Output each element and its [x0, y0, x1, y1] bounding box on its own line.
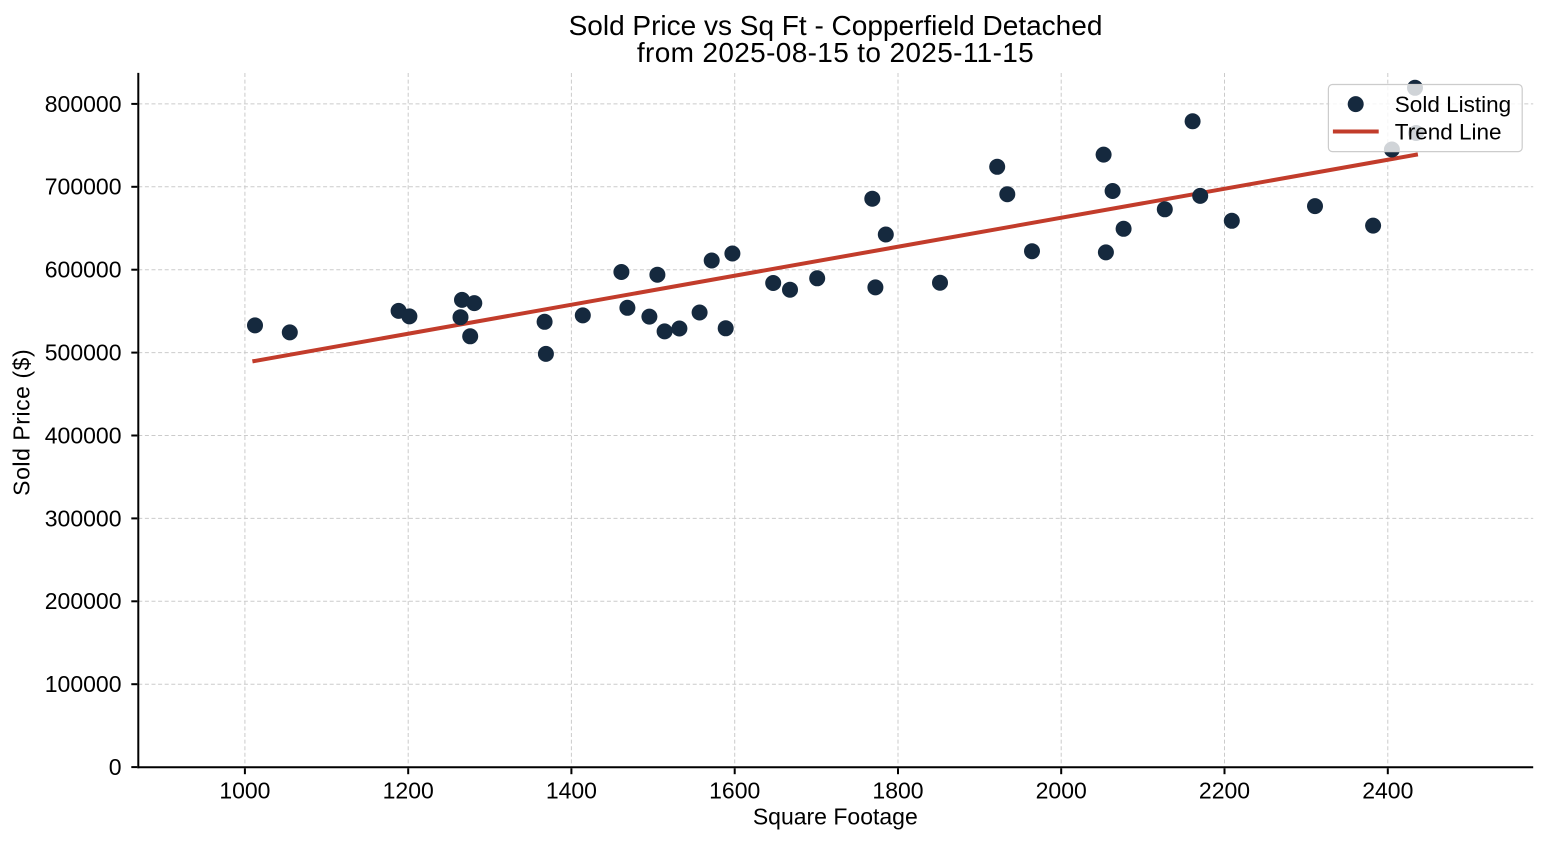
svg-text:1400: 1400 [546, 777, 597, 803]
svg-text:100000: 100000 [45, 671, 122, 697]
svg-text:Sold Price vs Sq Ft - Copperfi: Sold Price vs Sq Ft - Copperfield Detach… [569, 10, 1103, 41]
svg-text:2000: 2000 [1036, 777, 1087, 803]
svg-text:Square Footage: Square Footage [753, 804, 918, 830]
svg-text:400000: 400000 [45, 422, 122, 448]
svg-text:Sold Listing: Sold Listing [1395, 92, 1511, 117]
svg-text:1000: 1000 [219, 777, 270, 803]
svg-text:1600: 1600 [709, 777, 760, 803]
svg-text:300000: 300000 [45, 505, 122, 531]
svg-text:800000: 800000 [45, 91, 122, 117]
svg-text:Trend Line: Trend Line [1395, 120, 1502, 145]
svg-text:from 2025-08-15 to 2025-11-15: from 2025-08-15 to 2025-11-15 [637, 37, 1034, 68]
svg-text:700000: 700000 [45, 174, 122, 200]
svg-text:1200: 1200 [383, 777, 434, 803]
svg-text:0: 0 [109, 754, 122, 780]
svg-text:200000: 200000 [45, 588, 122, 614]
svg-text:500000: 500000 [45, 340, 122, 366]
svg-text:2200: 2200 [1199, 777, 1250, 803]
svg-text:Sold Price ($): Sold Price ($) [9, 349, 35, 496]
svg-text:2400: 2400 [1362, 777, 1413, 803]
svg-text:600000: 600000 [45, 257, 122, 283]
svg-text:1800: 1800 [872, 777, 923, 803]
